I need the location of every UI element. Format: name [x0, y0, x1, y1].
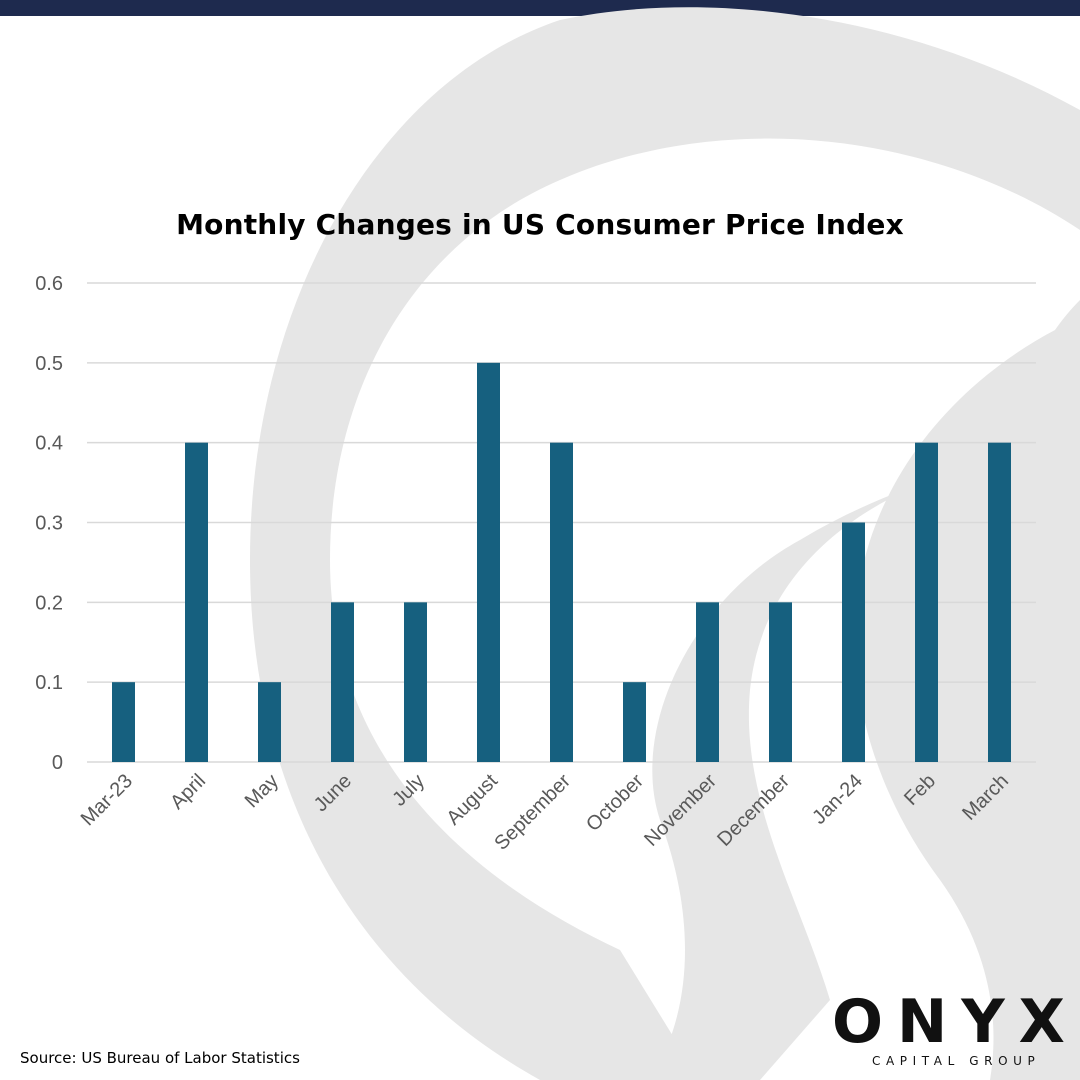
y-tick-label: 0	[52, 752, 63, 774]
top-bar	[0, 0, 1080, 16]
x-tick-label: March	[958, 770, 1013, 825]
chart-title: Monthly Changes in US Consumer Price Ind…	[176, 208, 904, 241]
y-tick-label: 0.1	[35, 672, 63, 694]
source-note: Source: US Bureau of Labor Statistics	[20, 1049, 300, 1067]
bar-mar-23	[112, 682, 135, 762]
bar-april	[185, 442, 208, 762]
x-tick-label: Feb	[900, 770, 940, 810]
bar-march	[988, 442, 1011, 762]
x-tick-label: April	[166, 770, 210, 814]
bar-november	[696, 602, 719, 762]
logo-tagline: CAPITAL GROUP	[872, 1054, 1041, 1068]
x-tick-label: June	[310, 770, 356, 816]
x-tick-label: July	[388, 770, 429, 811]
bar-may	[258, 682, 281, 762]
bar-feb	[915, 442, 938, 762]
bar-july	[404, 602, 427, 762]
x-tick-label: December	[713, 770, 794, 851]
bar-june	[331, 602, 354, 762]
bar-jan-24	[842, 522, 865, 762]
logo-wordmark: ONYX	[832, 987, 1079, 1057]
bar-december	[769, 602, 792, 762]
y-tick-label: 0.4	[35, 433, 63, 455]
bar-october	[623, 682, 646, 762]
x-tick-label: Mar-23	[77, 770, 137, 830]
y-tick-label: 0.3	[35, 513, 63, 535]
x-tick-label: May	[241, 770, 283, 812]
x-tick-label: October	[582, 770, 648, 836]
bar-august	[477, 362, 500, 762]
x-tick-label: August	[442, 770, 502, 830]
x-tick-label: Jan-24	[808, 770, 867, 829]
y-tick-label: 0.2	[35, 592, 63, 614]
onyx-logo: ONYX CAPITAL GROUP	[832, 990, 1068, 1072]
x-tick-label: September	[490, 770, 575, 855]
y-tick-label: 0.5	[35, 353, 63, 375]
bar-september	[550, 442, 573, 762]
x-tick-label: November	[640, 770, 721, 851]
y-tick-label: 0.6	[35, 273, 63, 295]
